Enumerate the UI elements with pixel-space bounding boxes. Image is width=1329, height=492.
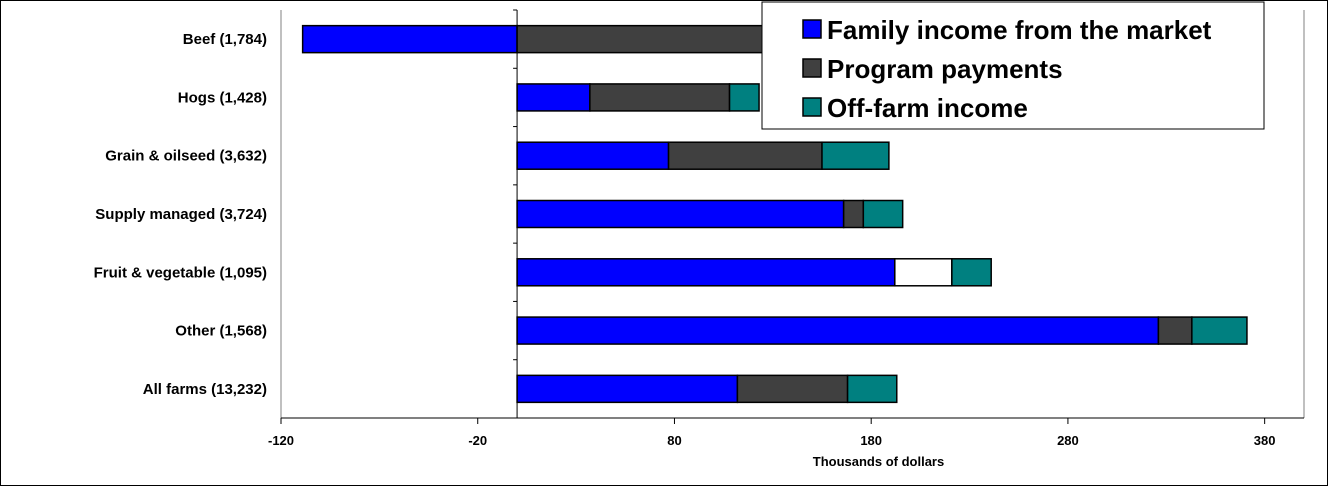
legend-label: Off-farm income (827, 93, 1028, 123)
bar-segment (1157, 316, 1193, 345)
bar-segment (846, 374, 898, 404)
bar-segment (821, 141, 890, 170)
bar-segment (516, 199, 845, 229)
category-label: Grain & oilseed (3,632) (105, 148, 267, 165)
x-tick-label: -20 (468, 433, 487, 448)
bar-segment (951, 258, 992, 287)
axes-group: Beef (1,784) Hogs (1,428) Grain & oilseed … (94, 9, 1304, 469)
bar-segment (516, 141, 670, 170)
category-label: Beef (1,784) (183, 31, 267, 48)
bar-segment (842, 199, 865, 229)
bar-segment (516, 83, 591, 112)
bar-segment (516, 374, 739, 404)
x-tick-label: 280 (1057, 433, 1079, 448)
category-label: Hogs (1,428) (178, 89, 267, 106)
legend: Family income from the market Program pay… (761, 1, 1265, 130)
bar-segment (862, 199, 904, 229)
legend-swatch (802, 58, 822, 78)
legend-box (761, 1, 1265, 130)
bar-segment (516, 316, 1160, 345)
bar-segment (516, 258, 896, 287)
category-label: Other (1,568) (175, 323, 267, 340)
bar-segment (736, 374, 849, 404)
legend-swatch (802, 97, 822, 117)
category-label: All farms (13,232) (143, 381, 267, 398)
bar-segment (1191, 316, 1248, 345)
bar-segment (301, 24, 518, 54)
category-label: Fruit & vegetable (1,095) (94, 264, 267, 281)
x-tick-label: 80 (667, 433, 681, 448)
legend-swatch (802, 19, 822, 39)
plot-area (280, 10, 1305, 418)
x-tick-label: 180 (860, 433, 882, 448)
legend-label: Program payments (827, 54, 1063, 84)
category-label: Supply managed (3,724) (95, 206, 267, 223)
x-tick-label: -120 (268, 433, 294, 448)
legend-label: Family income from the market (827, 15, 1212, 45)
x-axis-title: Thousands of dollars (813, 454, 944, 469)
bar-segment (894, 258, 953, 287)
bar-segment (589, 83, 731, 112)
bar-segment (667, 141, 823, 170)
x-tick-label: 380 (1254, 433, 1276, 448)
bar-segment (728, 83, 760, 112)
